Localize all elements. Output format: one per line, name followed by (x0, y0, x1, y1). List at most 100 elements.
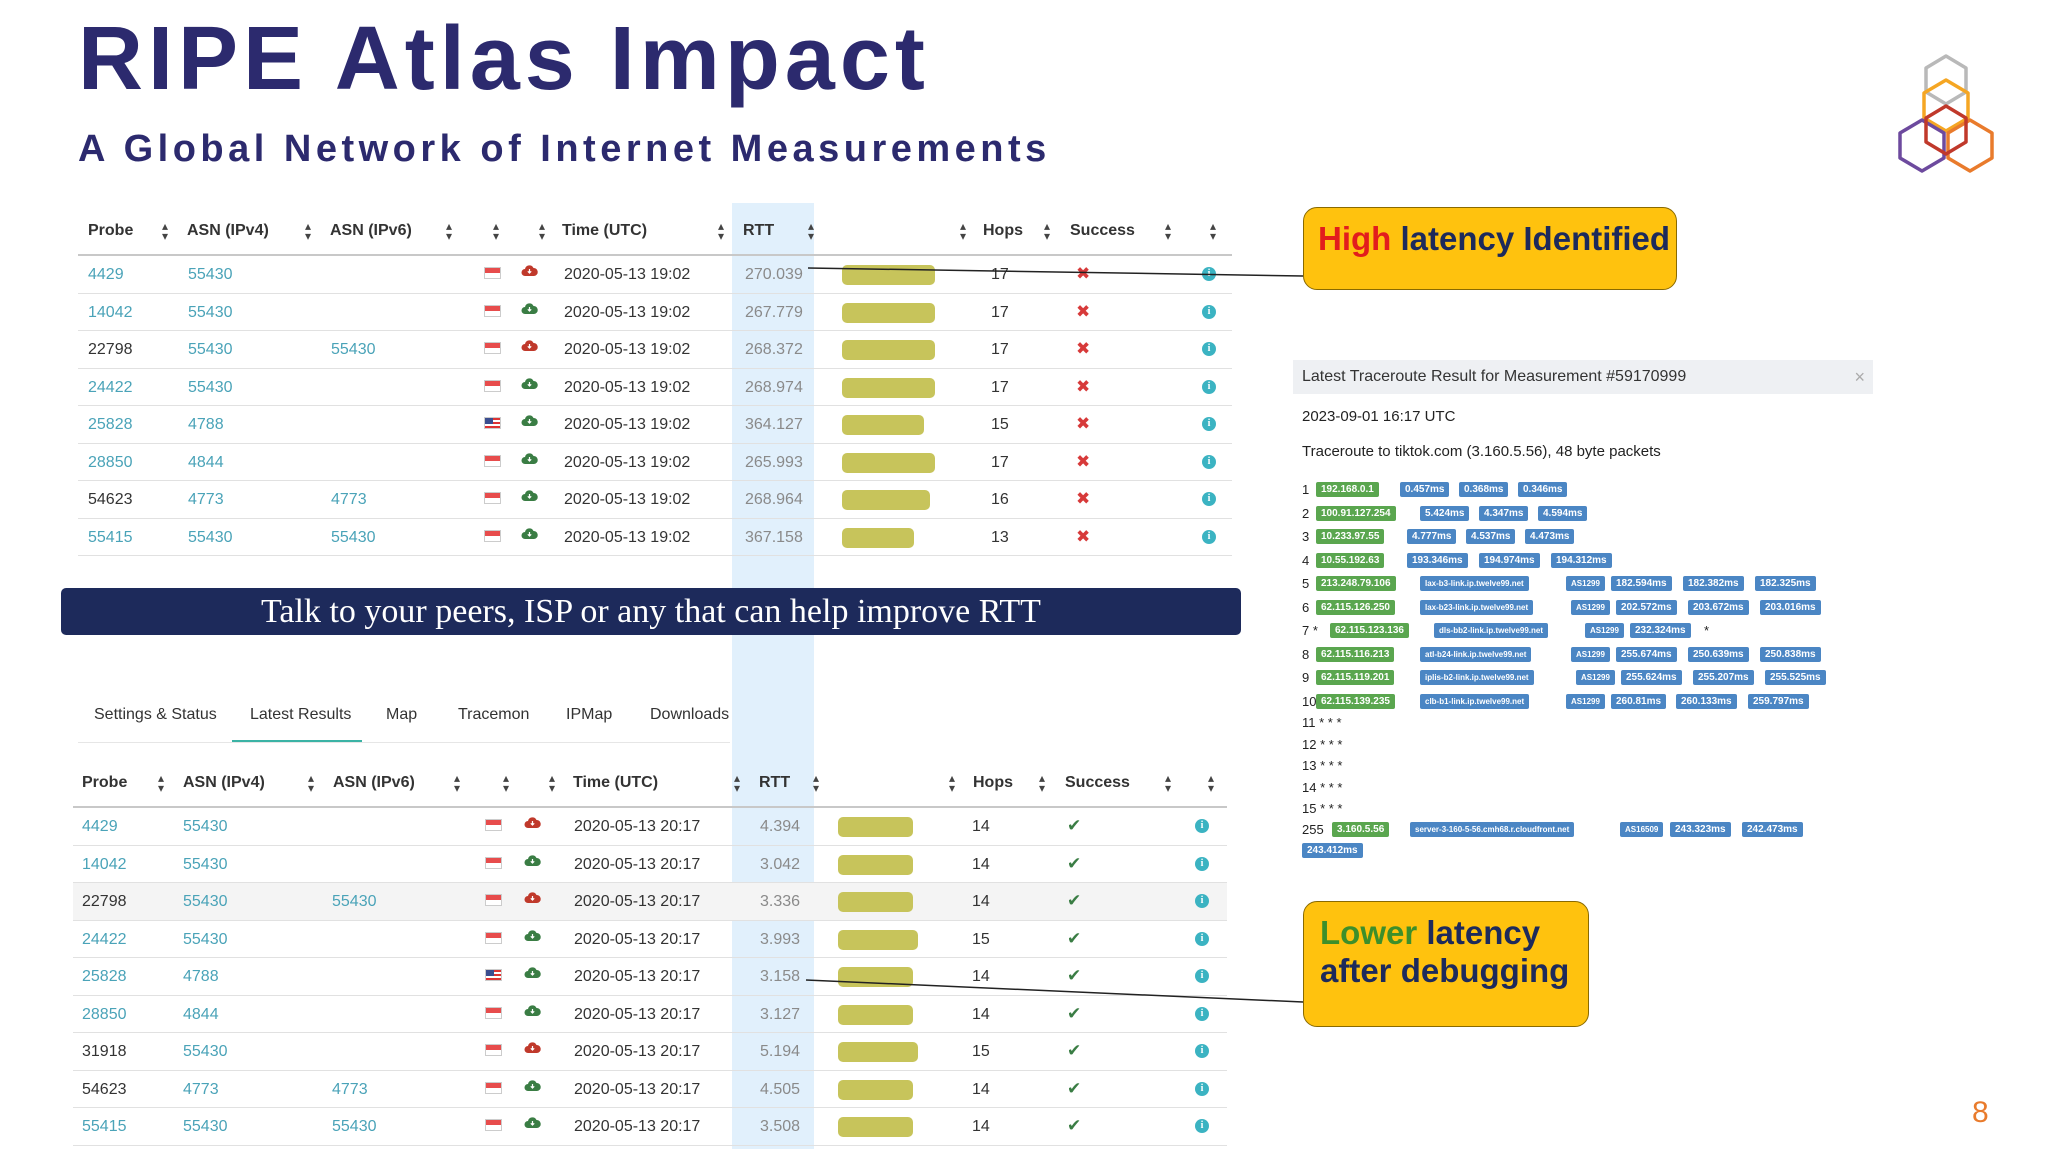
probe-id-link[interactable]: 25828 (82, 968, 127, 985)
col-asn4[interactable]: ASN (IPv4) (187, 222, 269, 239)
tab-settings-status[interactable]: Settings & Status (94, 706, 217, 723)
sort-icon[interactable]: ▴ ▾ (1210, 219, 1217, 243)
info-icon[interactable]: i (1202, 342, 1216, 356)
info-icon[interactable]: i (1202, 417, 1216, 431)
sort-icon[interactable]: ▴ ▾ (549, 771, 556, 795)
sort-icon[interactable]: ▴ ▾ (503, 771, 510, 795)
asn-ipv4-link[interactable]: 55430 (183, 855, 228, 873)
asn-ipv4-link[interactable]: 55430 (188, 528, 233, 546)
sort-icon[interactable]: ▴ ▾ (158, 771, 165, 795)
info-icon[interactable]: i (1195, 969, 1209, 983)
info-icon[interactable]: i (1202, 454, 1216, 469)
probe-id-link[interactable]: 55415 (88, 528, 133, 546)
sort-icon[interactable]: ▴ ▾ (734, 771, 741, 795)
probe-id-link[interactable]: 25828 (88, 416, 133, 433)
asn-ipv6-link[interactable]: 4773 (332, 1080, 368, 1098)
info-icon[interactable]: i (1202, 492, 1216, 506)
asn-ipv6-link[interactable]: 55430 (332, 893, 377, 910)
info-icon[interactable]: i (1195, 931, 1209, 946)
sort-icon[interactable]: ▴ ▾ (1165, 771, 1172, 795)
asn-ipv4-link[interactable]: 4844 (183, 1005, 219, 1023)
sort-icon[interactable]: ▴ ▾ (539, 219, 546, 243)
sort-icon[interactable]: ▴ ▾ (813, 771, 820, 795)
asn-ipv4-link[interactable]: 55430 (183, 893, 228, 910)
probe-id-link[interactable]: 54623 (88, 491, 133, 508)
sort-icon[interactable]: ▴ ▾ (808, 219, 815, 243)
info-icon[interactable]: i (1195, 1119, 1209, 1133)
info-icon[interactable]: i (1202, 529, 1216, 544)
info-icon[interactable]: i (1195, 1006, 1209, 1021)
probe-id-link[interactable]: 54623 (82, 1080, 127, 1098)
probe-id-link[interactable]: 14042 (82, 855, 127, 873)
asn-ipv4-link[interactable]: 4844 (188, 453, 224, 471)
sort-icon[interactable]: ▴ ▾ (949, 771, 956, 795)
col-asn6[interactable]: ASN (IPv6) (333, 774, 415, 791)
info-icon[interactable]: i (1195, 819, 1209, 833)
probe-id-link[interactable]: 28850 (82, 1005, 127, 1023)
col-probe[interactable]: Probe (88, 222, 134, 239)
col-hops[interactable]: Hops (983, 222, 1023, 239)
info-icon[interactable]: i (1202, 304, 1216, 319)
col-asn4[interactable]: ASN (IPv4) (183, 774, 265, 791)
info-icon[interactable]: i (1195, 1044, 1209, 1058)
tab-downloads[interactable]: Downloads (650, 706, 730, 723)
info-icon[interactable]: i (1202, 379, 1216, 394)
asn-ipv4-link[interactable]: 4773 (183, 1080, 219, 1098)
asn-ipv4-link[interactable]: 55430 (188, 266, 233, 283)
info-icon[interactable]: i (1202, 267, 1216, 281)
col-probe[interactable]: Probe (82, 774, 128, 791)
asn-ipv4-link[interactable]: 4788 (183, 968, 219, 985)
asn-ipv4-link[interactable]: 55430 (183, 818, 228, 835)
asn-ipv4-link[interactable]: 4773 (188, 491, 224, 508)
col-time[interactable]: Time (UTC) (573, 774, 659, 791)
col-hops[interactable]: Hops (973, 774, 1013, 791)
asn-ipv4-link[interactable]: 55430 (183, 930, 228, 948)
asn-ipv6-link[interactable]: 55430 (331, 528, 376, 546)
info-icon[interactable]: i (1195, 1081, 1209, 1096)
sort-icon[interactable]: ▴ ▾ (308, 771, 315, 795)
asn-ipv4-link[interactable]: 55430 (188, 341, 233, 358)
asn-ipv4-link[interactable]: 55430 (188, 378, 233, 396)
sort-icon[interactable]: ▴ ▾ (960, 219, 967, 243)
close-icon[interactable]: × (1854, 367, 1865, 387)
sort-icon[interactable]: ▴ ▾ (446, 219, 453, 243)
asn-ipv6-link[interactable]: 55430 (332, 1118, 377, 1135)
sort-icon[interactable]: ▴ ▾ (454, 771, 461, 795)
tab-latest-results[interactable]: Latest Results (250, 706, 352, 723)
info-icon[interactable]: i (1195, 856, 1209, 871)
probe-id-link[interactable]: 4429 (88, 266, 124, 283)
sort-icon[interactable]: ▴ ▾ (305, 219, 312, 243)
col-success[interactable]: Success (1065, 774, 1130, 791)
col-asn6[interactable]: ASN (IPv6) (330, 222, 412, 239)
probe-id-link[interactable]: 24422 (82, 930, 127, 948)
asn-ipv4-link[interactable]: 55430 (188, 303, 233, 321)
sort-icon[interactable]: ▴ ▾ (718, 219, 725, 243)
tab-tracemon[interactable]: Tracemon (458, 706, 530, 723)
probe-id-link[interactable]: 22798 (88, 341, 133, 358)
probe-id-link[interactable]: 22798 (82, 893, 127, 910)
asn-ipv6-link[interactable]: 55430 (331, 341, 376, 358)
tab-map[interactable]: Map (386, 706, 418, 723)
probe-id-link[interactable]: 31918 (82, 1043, 127, 1060)
col-rtt[interactable]: RTT (743, 222, 775, 239)
probe-id-link[interactable]: 14042 (88, 303, 133, 321)
sort-icon[interactable]: ▴ ▾ (1044, 219, 1051, 243)
probe-id-link[interactable]: 28850 (88, 453, 133, 471)
sort-icon[interactable]: ▴ ▾ (162, 219, 169, 243)
sort-icon[interactable]: ▴ ▾ (493, 219, 500, 243)
asn-ipv6-link[interactable]: 4773 (331, 491, 367, 508)
asn-ipv4-link[interactable]: 55430 (183, 1043, 228, 1060)
asn-ipv4-link[interactable]: 55430 (183, 1118, 228, 1135)
info-icon[interactable]: i (1195, 894, 1209, 908)
sort-icon[interactable]: ▴ ▾ (1208, 771, 1215, 795)
col-success[interactable]: Success (1070, 222, 1135, 239)
sort-icon[interactable]: ▴ ▾ (1165, 219, 1172, 243)
col-rtt[interactable]: RTT (759, 774, 791, 791)
probe-id-link[interactable]: 24422 (88, 378, 133, 396)
probe-id-link[interactable]: 55415 (82, 1118, 127, 1135)
asn-ipv4-link[interactable]: 4788 (188, 416, 224, 433)
probe-id-link[interactable]: 4429 (82, 818, 118, 835)
tab-ipmap[interactable]: IPMap (566, 706, 613, 723)
col-time[interactable]: Time (UTC) (562, 222, 648, 239)
sort-icon[interactable]: ▴ ▾ (1039, 771, 1046, 795)
